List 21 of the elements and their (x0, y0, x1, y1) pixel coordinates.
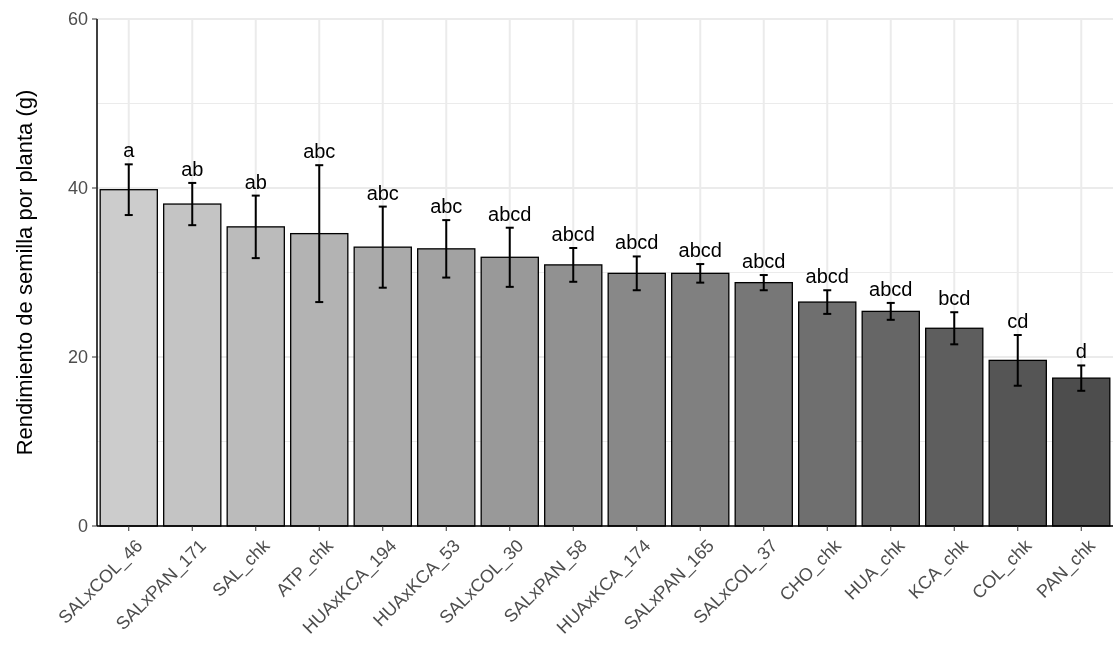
annotation: abcd (678, 239, 722, 262)
annotation: ab (181, 157, 204, 180)
annotation: abc (303, 140, 336, 163)
annotation: abc (430, 195, 463, 218)
annotation: bcd (938, 287, 971, 310)
annotation: abcd (869, 277, 913, 300)
y-axis-title: Rendimiento de semilla por planta (g) (12, 89, 37, 456)
y-tick-label: 40 (67, 178, 88, 199)
y-tick-label: 20 (67, 347, 88, 368)
annotation: d (1075, 340, 1087, 363)
annotation: cd (1007, 310, 1029, 333)
annotation: abcd (615, 231, 659, 254)
annotation: abcd (551, 222, 595, 245)
annotation: abcd (742, 250, 786, 273)
annotation: abc (366, 181, 399, 204)
y-tick-label: 0 (77, 516, 88, 537)
annotation: ab (244, 170, 267, 193)
annotation: abcd (805, 265, 849, 288)
y-tick-label: 60 (67, 9, 88, 30)
annotation: a (123, 139, 136, 162)
annotation: abcd (488, 202, 532, 225)
